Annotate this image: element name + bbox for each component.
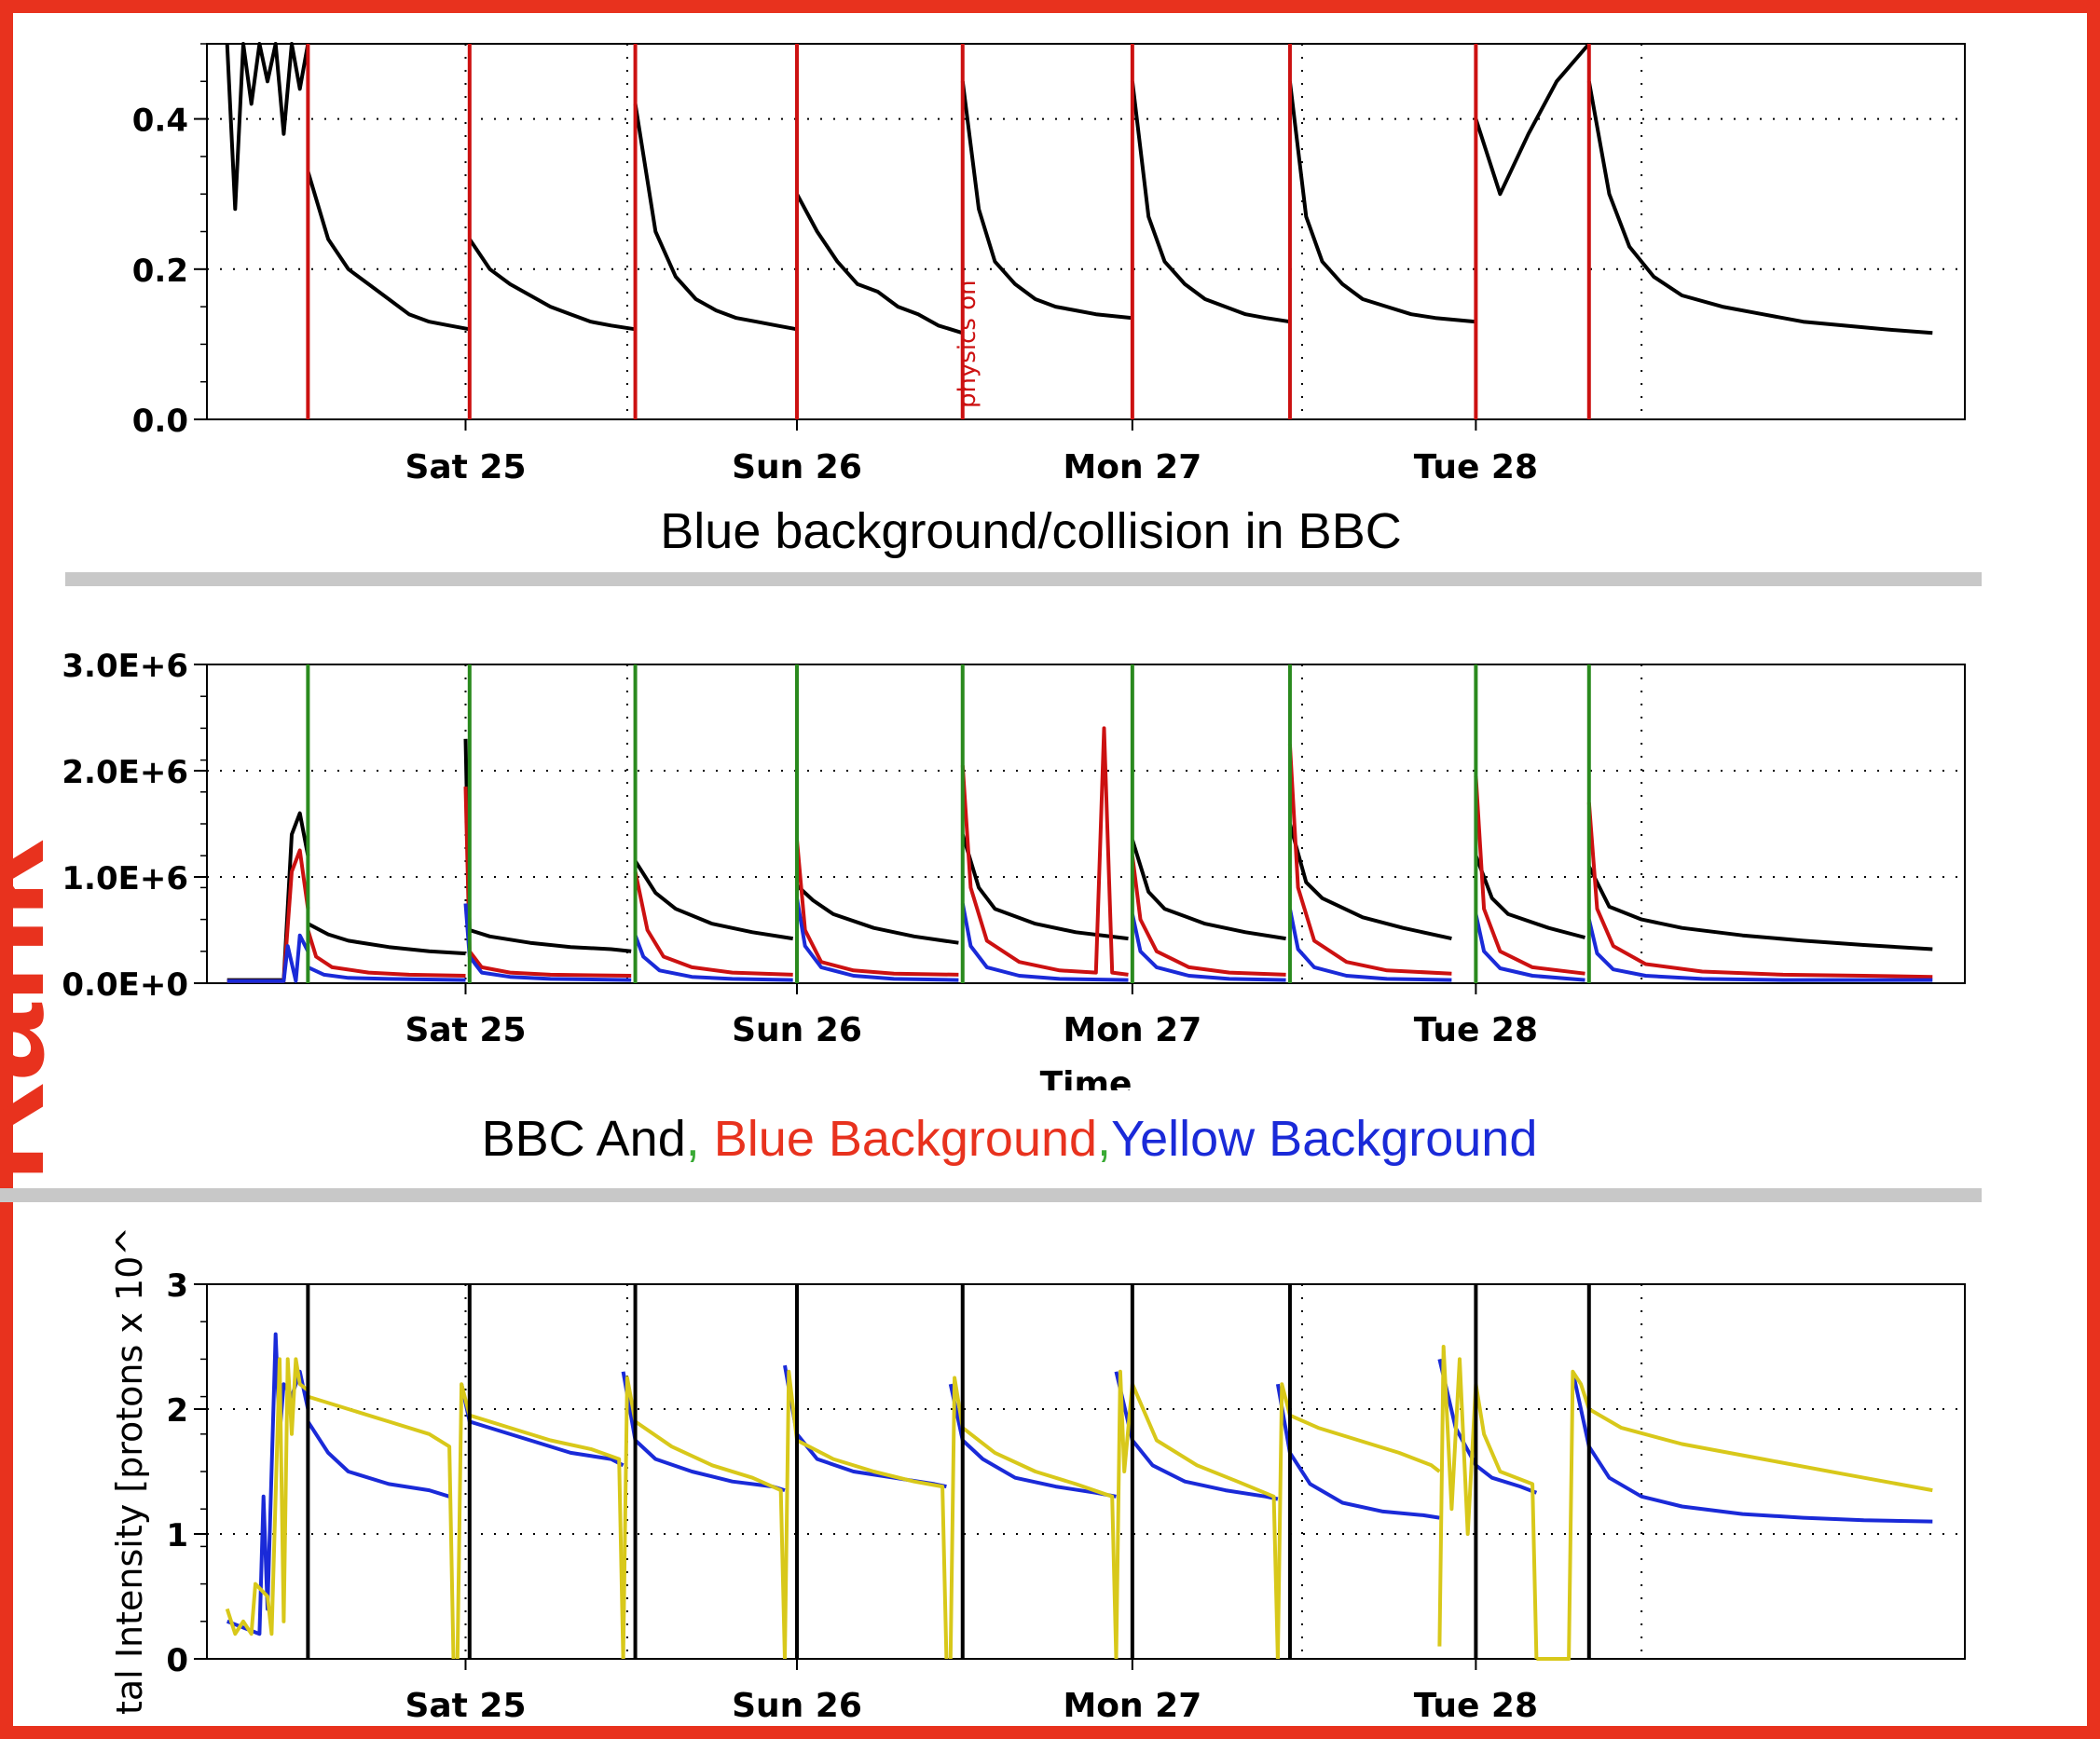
ytick-label: 1.0E+6 xyxy=(62,860,188,897)
xtick-label: Tue 28 xyxy=(1414,448,1538,486)
series-2-segment-0 xyxy=(226,933,310,983)
plot-area xyxy=(206,43,1966,420)
ytick-label: 3.0E+6 xyxy=(62,648,188,685)
series-0-segment-3 xyxy=(633,859,794,941)
separator-1 xyxy=(65,572,1982,586)
caption-part-0: BBC And xyxy=(482,1111,686,1167)
series-2-segment-8 xyxy=(1474,913,1585,982)
series-0-segment-7 xyxy=(1287,823,1452,941)
series-1-segment-2 xyxy=(455,1382,625,1660)
xtick-label: Tue 28 xyxy=(1414,1011,1538,1049)
caption-part-4: Yellow Background xyxy=(1111,1111,1537,1167)
xtick-label: Sun 26 xyxy=(732,1687,862,1725)
series-1-segment-3 xyxy=(621,1376,787,1660)
ytick-label: 2.0E+6 xyxy=(62,754,188,791)
series-2-segment-6 xyxy=(1130,913,1286,982)
series-2-segment-4 xyxy=(795,897,959,982)
ytick-label: 0.0 xyxy=(132,403,188,440)
ytick-label: 0.2 xyxy=(132,253,188,290)
series-1-segment-6 xyxy=(1130,855,1286,977)
series-0-segment-8 xyxy=(1437,1358,1538,1495)
series-0-segment-4 xyxy=(795,193,964,335)
series-0-segment-6 xyxy=(1130,81,1291,324)
y-axis-label: tal Intensity [protons x 10^ xyxy=(109,1226,150,1715)
series-1-segment-5 xyxy=(960,726,1129,977)
chart-panel-total-intensity: 0 1 2 3 Sat 25 Sun 26 Mon 27 Tue 28 tal Intensit… xyxy=(109,1226,1966,1725)
series-1-segment-0 xyxy=(225,1357,309,1636)
series-1-segment-3 xyxy=(633,870,793,977)
caption-panel1: Blue background/collision in BBC xyxy=(660,503,1401,559)
ytick-label: 0.4 xyxy=(132,103,188,140)
xtick-label: Mon 27 xyxy=(1063,448,1201,486)
series-1-segment-8 xyxy=(1437,1345,1539,1660)
series-1-segment-9 xyxy=(1586,802,1933,979)
series-0-segment-1 xyxy=(306,1420,450,1499)
caption-panel2: BBC And, Blue Background,Yellow Backgrou… xyxy=(482,1111,1538,1167)
series-0-segment-5 xyxy=(960,833,1129,941)
frame-bottom xyxy=(0,1726,2100,1739)
series-0-segment-8 xyxy=(1474,42,1591,197)
xtick-label: Mon 27 xyxy=(1063,1011,1201,1049)
series-1-segment-4 xyxy=(795,839,959,977)
series-2-segment-3 xyxy=(633,934,793,982)
series-0-segment-5 xyxy=(960,81,1133,321)
series-1-segment-7 xyxy=(1275,1382,1441,1660)
ytick-label: 1 xyxy=(166,1517,188,1554)
series-2-segment-9 xyxy=(1586,919,1933,982)
xtick-label: Mon 27 xyxy=(1063,1687,1201,1725)
frame-top xyxy=(0,0,2100,13)
series-0-segment-3 xyxy=(633,103,798,332)
plot-area xyxy=(206,1283,1966,1660)
side-rank-text: Rank xyxy=(0,840,73,1182)
frame-left xyxy=(0,0,13,1739)
ytick-label: 3 xyxy=(166,1267,188,1305)
chart-panel-bbc-rates: 0.0E+0 1.0E+6 2.0E+6 3.0E+6 Sat 25 Sun 26 Mon … xyxy=(62,648,1966,1103)
series-0-segment-9 xyxy=(1586,80,1933,335)
separator-2 xyxy=(0,1188,1982,1202)
series-0-segment-9 xyxy=(1587,865,1933,952)
ytick-label: 2 xyxy=(166,1392,188,1430)
series-0-segment-8 xyxy=(1474,855,1586,939)
caption-part-2: Blue Background xyxy=(700,1111,1097,1167)
series-1-segment-8 xyxy=(1474,775,1585,976)
ytick-label: 0.0E+0 xyxy=(62,966,188,1004)
xtick-label: Sat 25 xyxy=(405,448,526,486)
series-1-segment-9 xyxy=(1536,1369,1933,1661)
time-label-occluder xyxy=(979,1090,1165,1128)
series-0-segment-7 xyxy=(1287,81,1476,324)
xtick-label: Sun 26 xyxy=(732,1011,862,1049)
series-0-segment-1 xyxy=(306,171,471,332)
series-1-segment-7 xyxy=(1287,744,1452,976)
series-1-segment-1 xyxy=(306,929,466,978)
frame-right xyxy=(2087,0,2100,1739)
series-1-segment-1 xyxy=(307,1394,456,1660)
physics-on-annotation: physics on xyxy=(954,280,981,408)
xtick-label: Sat 25 xyxy=(405,1687,526,1725)
caption-part-3: , xyxy=(1097,1111,1111,1167)
series-0-segment-2 xyxy=(468,238,636,332)
series-2-segment-5 xyxy=(960,903,1129,982)
series-1-segment-5 xyxy=(948,1376,1119,1660)
series-2-segment-7 xyxy=(1287,908,1452,982)
xtick-label: Tue 28 xyxy=(1414,1687,1538,1725)
series-0-segment-1 xyxy=(307,922,466,956)
series-0-segment-9 xyxy=(1571,1371,1933,1524)
xtick-label: Sun 26 xyxy=(732,448,862,486)
series-1-segment-4 xyxy=(783,1369,949,1660)
chart-panel-bbc-ratio: 0.0 0.2 0.4 Sat 25 Sun 26 Mon 27 Tue 28 physics… xyxy=(132,42,1966,486)
series-2-segment-1 xyxy=(307,965,466,982)
series-0-segment-0 xyxy=(225,42,310,212)
ytick-label: 0 xyxy=(166,1642,188,1679)
series-0-segment-4 xyxy=(795,883,959,945)
xtick-label: Sat 25 xyxy=(405,1011,526,1049)
plot-area xyxy=(206,664,1966,984)
series-0-segment-6 xyxy=(1130,839,1286,941)
caption-part-1: , xyxy=(686,1111,700,1167)
series-1-segment-6 xyxy=(1114,1369,1280,1660)
